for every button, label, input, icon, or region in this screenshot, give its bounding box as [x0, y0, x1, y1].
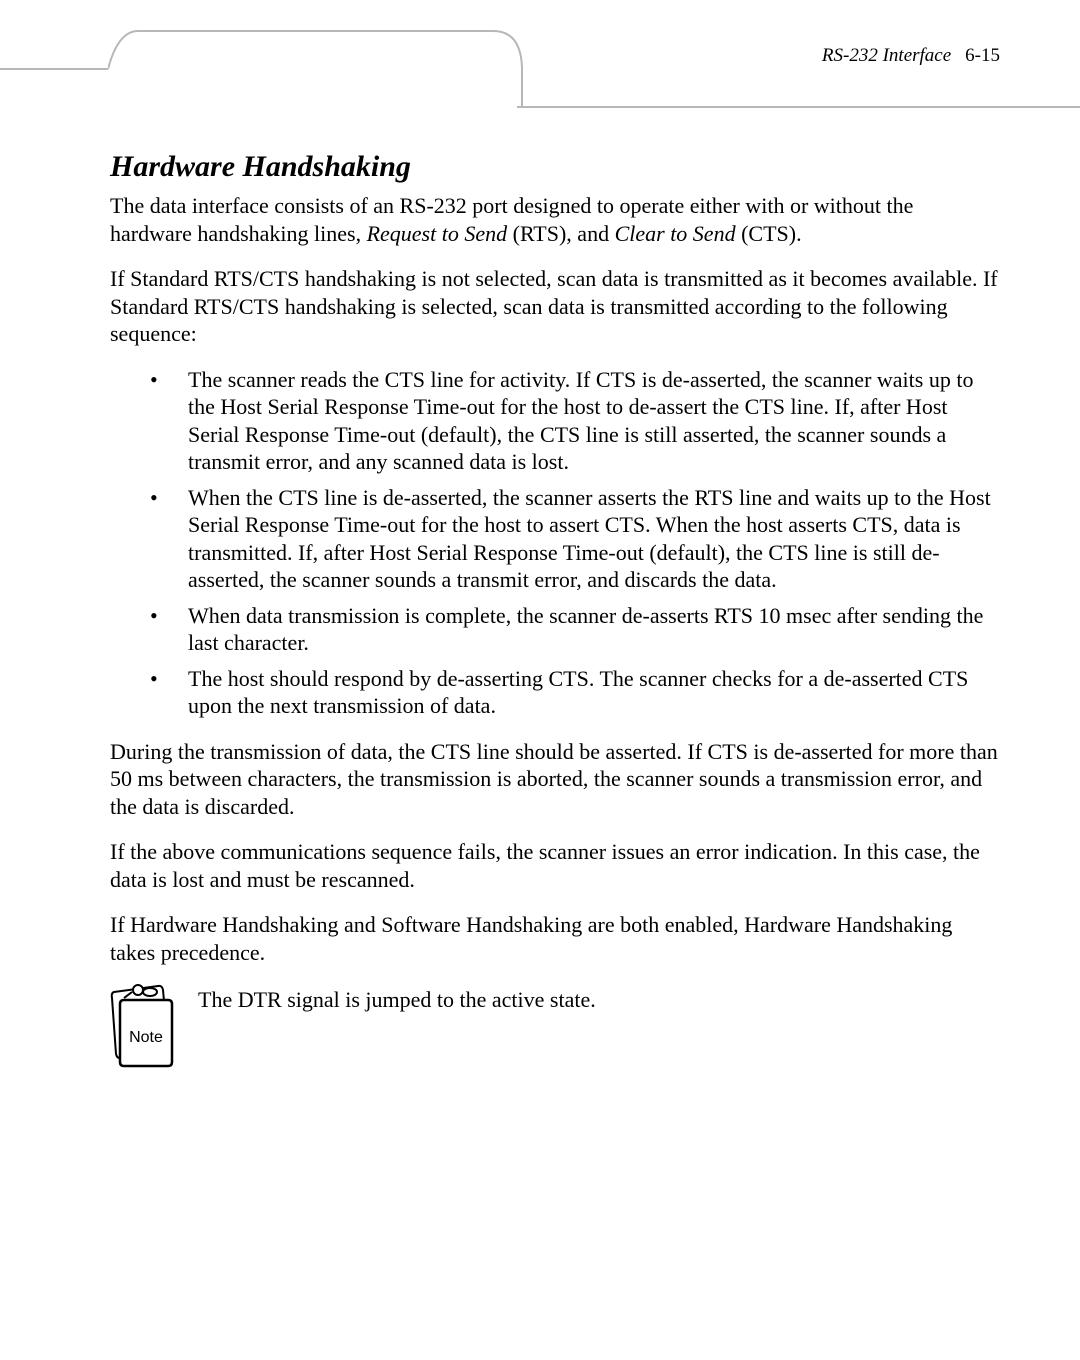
intro-paragraph: The data interface consists of an RS-232…: [110, 192, 1000, 247]
paragraph-5: If Hardware Handshaking and Software Han…: [110, 911, 1000, 966]
header-rule: [0, 30, 1080, 110]
list-item: The scanner reads the CTS line for activ…: [110, 366, 1000, 476]
intro-text-2: (RTS), and: [507, 221, 614, 246]
bullet-list: The scanner reads the CTS line for activ…: [110, 366, 1000, 720]
page: RS-232 Interface 6-15 Hardware Handshakin…: [0, 0, 1080, 1360]
paragraph-3: During the transmission of data, the CTS…: [110, 738, 1000, 821]
note-label-text: Note: [129, 1029, 163, 1046]
list-item: The host should respond by de-asserting …: [110, 665, 1000, 720]
paragraph-2: If Standard RTS/CTS handshaking is not s…: [110, 265, 1000, 348]
note-text: The DTR signal is jumped to the active s…: [198, 984, 596, 1014]
page-number: 6-15: [965, 45, 1000, 66]
header-rule-right: [517, 106, 1080, 108]
content-area: Hardware Handshaking The data interface …: [110, 150, 1000, 1072]
intro-ital-1: Request to Send: [367, 221, 508, 246]
section-title: Hardware Handshaking: [110, 150, 1000, 184]
running-head: RS-232 Interface 6-15: [822, 45, 1000, 67]
intro-ital-2: Clear to Send: [615, 221, 736, 246]
header-rule-curve: [108, 30, 523, 110]
list-item: When the CTS line is de-asserted, the sc…: [110, 484, 1000, 594]
intro-text-3: (CTS).: [736, 221, 802, 246]
list-item: When data transmission is complete, the …: [110, 602, 1000, 657]
header-rule-left: [0, 68, 108, 70]
paragraph-4: If the above communications sequence fai…: [110, 838, 1000, 893]
note-icon: Note: [110, 984, 180, 1072]
note-block: Note The DTR signal is jumped to the act…: [110, 984, 1000, 1072]
chapter-title: RS-232 Interface: [822, 45, 951, 66]
